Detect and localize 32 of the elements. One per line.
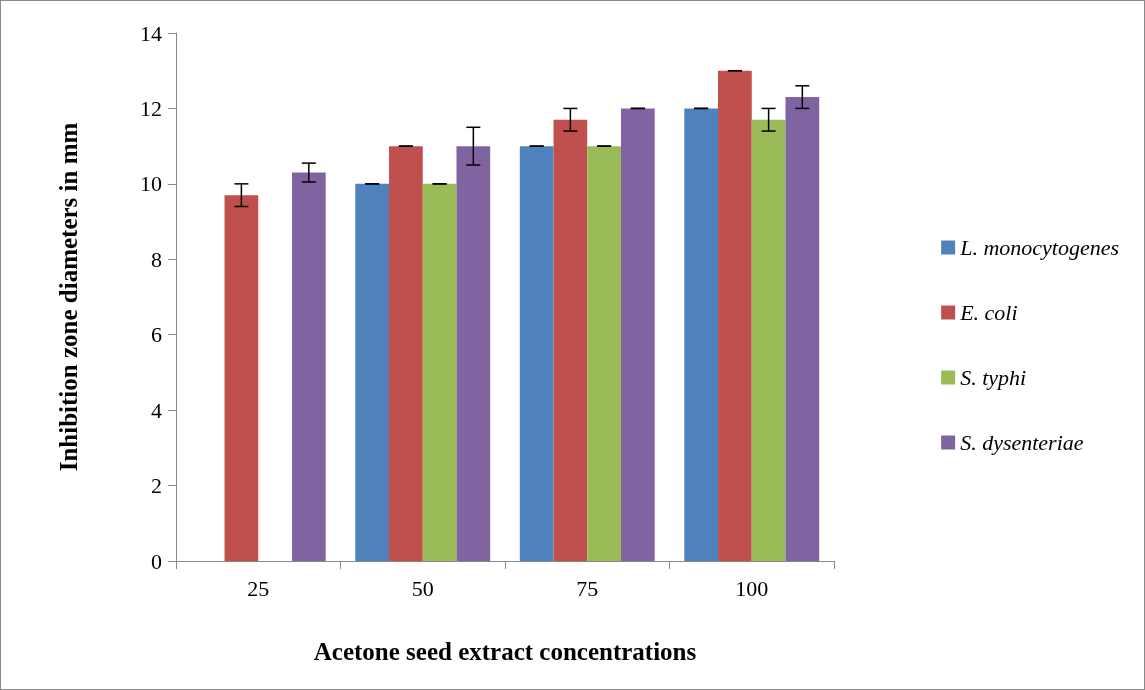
bar (684, 108, 719, 561)
bar (751, 119, 786, 561)
bar (718, 70, 752, 561)
bar (519, 146, 554, 561)
legend-label: L. monocytogenes (959, 235, 1119, 260)
y-tick-label: 6 (151, 322, 162, 348)
x-axis-title: Acetone seed extract concentrations (313, 638, 697, 665)
y-tick-label: 4 (151, 397, 162, 423)
bar (553, 119, 588, 561)
bar (456, 146, 491, 561)
y-tick-label: 8 (151, 246, 162, 272)
bar (785, 97, 820, 561)
y-tick-label: 14 (140, 20, 162, 46)
x-tick-label: 25 (247, 575, 270, 601)
y-axis-title: Inhibition zone diameters in mm (54, 122, 82, 472)
legend-label: S. dysenteriae (960, 430, 1084, 455)
y-tick-label: 12 (140, 95, 162, 121)
legend-label: E. coli (959, 300, 1018, 325)
bar (291, 172, 326, 561)
y-tick-label: 10 (140, 171, 162, 197)
bar (389, 146, 423, 561)
legend-label: S. typhi (960, 365, 1027, 390)
x-tick-label: 75 (576, 575, 599, 601)
bar (587, 146, 621, 561)
x-tick-label: 100 (735, 575, 769, 601)
y-tick-label: 2 (151, 473, 162, 499)
bar (224, 195, 259, 561)
y-tick-label: 0 (151, 548, 162, 574)
bar (355, 183, 390, 561)
bar (620, 108, 655, 561)
bar (422, 183, 457, 561)
x-tick-label: 50 (411, 575, 434, 601)
